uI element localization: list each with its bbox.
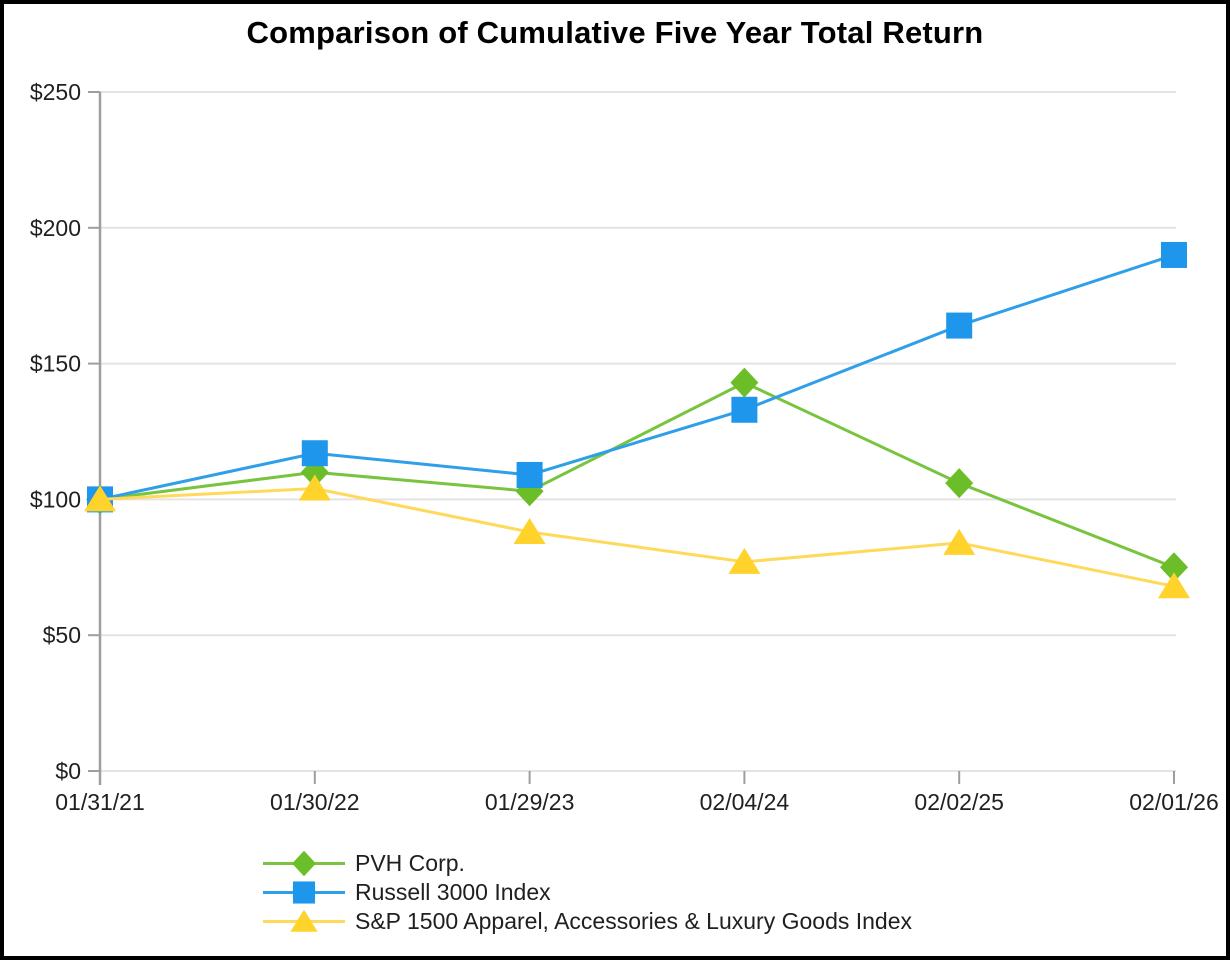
russell-square-marker-icon [263,881,345,904]
y-axis-tick-label: $0 [55,758,81,784]
legend-label-pvh: PVH Corp. [355,850,465,876]
x-axis-tick-label: 02/04/24 [700,789,790,815]
x-axis-tick-label: 01/29/23 [485,789,575,815]
chart-legend: PVH Corp. Russell 3000 Index S&P 1500 Ap… [262,849,912,936]
x-axis-tick-label: 02/01/26 [1129,789,1219,815]
chart-title: Comparison of Cumulative Five Year Total… [246,15,984,50]
legend-label-sp-1500: S&P 1500 Apparel, Accessories & Luxury G… [355,908,913,934]
x-axis-tick-label: 01/31/21 [55,789,145,815]
legend-item-pvh: PVH Corp. [262,849,912,878]
x-axis-tick-label: 02/02/25 [914,789,1004,815]
legend-item-sp-1500: S&P 1500 Apparel, Accessories & Luxury G… [262,907,912,936]
line-chart-plot-area: $0 $50 $100 $150 $200 $250 01/31/21 01/30/22 01/… [30,79,1219,815]
legend-label-russell-3000: Russell 3000 Index [355,879,551,905]
y-axis-tick-label: $50 [43,622,81,648]
sp1500-triangle-marker-icon [263,909,345,932]
pvh-diamond-marker-icon [263,850,345,877]
y-axis-tick-label: $250 [30,79,81,105]
y-axis-tick-label: $150 [30,351,81,377]
x-axis-tick-label: 01/30/22 [270,789,360,815]
y-axis-tick-label: $200 [30,215,81,241]
y-axis-tick-label: $100 [30,486,81,512]
series-line [99,487,1175,588]
series-line [99,253,1175,501]
legend-item-russell-3000: Russell 3000 Index [262,878,912,907]
series-line [99,380,1175,569]
